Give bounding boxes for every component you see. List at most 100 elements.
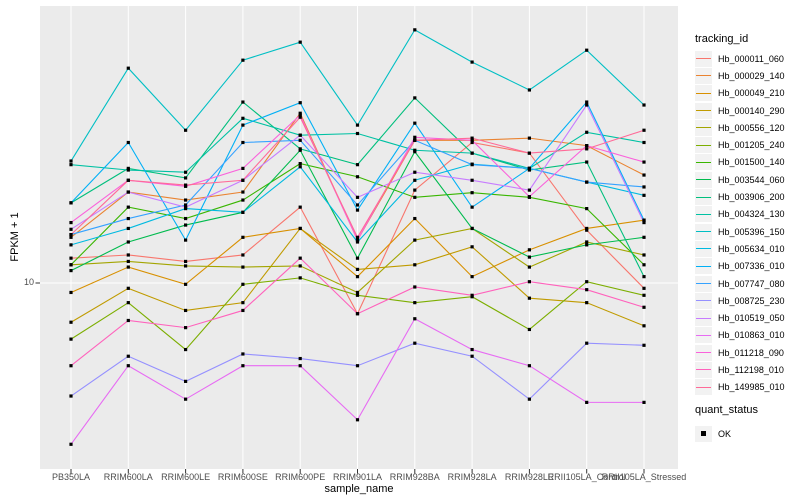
data-point	[413, 195, 417, 199]
data-point	[69, 394, 73, 398]
legend-key	[695, 67, 712, 84]
data-point	[241, 308, 245, 313]
data-point	[126, 286, 130, 290]
data-point	[355, 364, 360, 368]
data-point	[241, 253, 245, 257]
legend-key	[695, 361, 712, 378]
data-point	[585, 144, 589, 148]
legend-entry: Hb_000140_290	[695, 102, 785, 119]
data-point	[355, 275, 360, 279]
data-point	[585, 341, 589, 345]
data-point	[126, 240, 130, 244]
line-swatch-icon	[696, 317, 711, 319]
data-point	[355, 131, 360, 136]
data-point	[241, 166, 245, 170]
data-point	[470, 293, 474, 297]
data-point	[69, 235, 73, 239]
legend-key	[695, 258, 712, 275]
legend-entry: Hb_004324_130	[695, 206, 785, 223]
data-point	[184, 326, 188, 330]
data-point	[298, 147, 302, 151]
data-point	[126, 190, 130, 194]
legend-entry: Hb_008725_230	[695, 292, 785, 309]
x-tick-label: RRIM901LA	[332, 472, 383, 482]
x-tick-label: RRIM928LA	[447, 472, 497, 482]
data-point	[585, 147, 589, 151]
data-point	[413, 28, 417, 32]
legend-label: Hb_007336_010	[718, 261, 785, 272]
data-point	[413, 96, 417, 100]
data-point	[527, 195, 531, 199]
data-point	[527, 265, 531, 269]
data-point	[126, 168, 130, 172]
legend-label: Hb_005634_010	[718, 243, 785, 254]
data-point	[298, 133, 302, 137]
legend-label: Hb_003906_200	[718, 192, 785, 203]
legend-entry: Hb_003544_060	[695, 171, 785, 188]
data-point	[585, 288, 589, 292]
data-point	[355, 418, 360, 422]
data-point	[241, 210, 245, 214]
data-point	[69, 227, 73, 231]
line-swatch-icon	[696, 386, 711, 388]
data-point	[69, 163, 73, 167]
data-point	[413, 135, 417, 139]
data-point	[355, 293, 360, 297]
legend-entry: Hb_003906_200	[695, 188, 785, 206]
data-point	[470, 275, 474, 279]
line-swatch-icon	[696, 352, 711, 354]
x-tick-label: RRII105LA_Control	[547, 472, 626, 482]
line-swatch-icon	[696, 196, 711, 198]
data-point	[413, 238, 417, 242]
legend-label: Hb_011218_090	[718, 347, 784, 358]
data-point	[470, 60, 474, 64]
y-axis-title: FPKM + 1	[9, 212, 21, 262]
legend-key	[695, 154, 712, 171]
x-tick-label: RRIM600SE	[217, 472, 268, 482]
data-point	[527, 166, 531, 170]
data-point	[126, 354, 130, 358]
legend-label: Hb_007747_080	[718, 278, 785, 289]
data-point	[241, 123, 245, 127]
data-point	[126, 226, 130, 231]
data-point	[527, 296, 531, 300]
legend-label: Hb_000049_210	[718, 88, 785, 99]
data-point	[470, 354, 474, 358]
data-point	[585, 103, 589, 107]
data-point	[298, 162, 302, 166]
data-point	[184, 176, 188, 180]
data-point	[413, 216, 417, 221]
data-point	[527, 280, 531, 284]
data-point	[413, 188, 417, 192]
line-swatch-icon	[696, 110, 711, 112]
data-point	[585, 243, 589, 247]
legend-label: Hb_000029_140	[718, 70, 785, 81]
data-point	[69, 232, 73, 237]
data-point	[355, 267, 360, 272]
square-point-icon	[701, 431, 706, 436]
legend-label: Hb_010863_010	[718, 330, 785, 341]
data-point	[413, 301, 417, 305]
data-point	[642, 103, 646, 107]
legend-title-tracking-id: tracking_id	[695, 33, 749, 45]
data-point	[184, 379, 188, 383]
data-point	[470, 178, 474, 182]
data-point	[241, 265, 245, 269]
data-point	[241, 178, 245, 182]
data-point	[642, 140, 646, 145]
data-point	[184, 238, 188, 242]
data-point	[298, 101, 302, 105]
legend-entry: Hb_112198_010	[695, 361, 785, 378]
legend-label: Hb_005396_150	[718, 226, 785, 237]
line-swatch-icon	[696, 283, 711, 284]
legend-entry: Hb_000049_210	[695, 85, 785, 102]
data-point	[470, 163, 474, 167]
data-point	[184, 223, 188, 227]
data-point	[126, 216, 130, 221]
legend-key	[695, 171, 712, 188]
data-point	[241, 116, 245, 120]
legend-entry: Hb_000011_060	[695, 50, 785, 67]
data-point	[241, 58, 245, 62]
legend-label: Hb_000011_060	[718, 53, 784, 64]
data-point	[585, 400, 589, 404]
